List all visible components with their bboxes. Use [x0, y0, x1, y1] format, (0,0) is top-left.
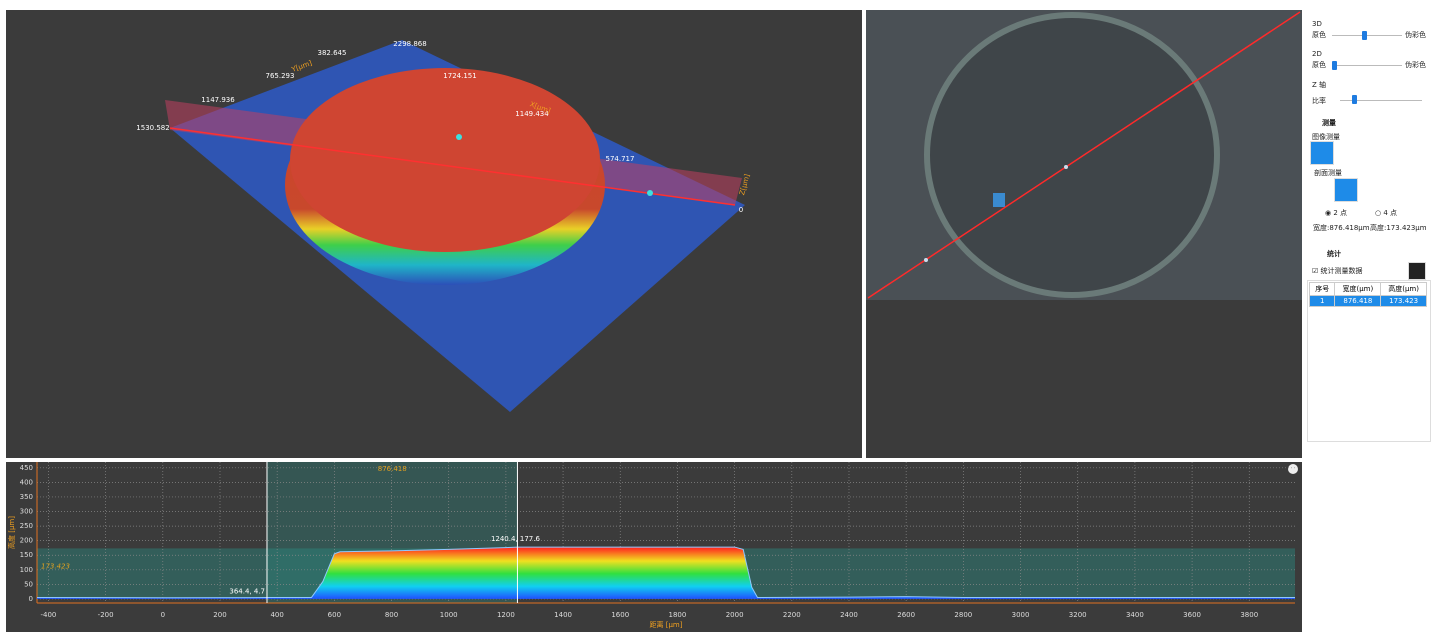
section-title: 统计 — [1327, 250, 1341, 258]
cell: 高度(µm) — [1380, 282, 1427, 296]
x-tick-label: 2800 — [954, 611, 972, 619]
table: 序号 宽度(µm) 高度(µm) 1 876.418 173.423 — [1308, 282, 1427, 307]
slider[interactable] — [1332, 35, 1402, 36]
slider[interactable] — [1340, 100, 1422, 101]
slider-knob[interactable] — [1352, 95, 1357, 104]
point — [647, 190, 653, 196]
measure-line — [867, 11, 1301, 299]
label: 伪彩色 — [1405, 61, 1426, 69]
table-box — [1307, 280, 1431, 442]
label: 统计测量数据 — [1320, 267, 1363, 275]
x-tick-label: 1400 — [554, 611, 572, 619]
x-tick-label: 3800 — [1240, 611, 1258, 619]
slider[interactable] — [1332, 65, 1402, 66]
axis-label: 1530.582 — [136, 124, 169, 132]
x-tick-label: 2000 — [726, 611, 744, 619]
point — [924, 258, 928, 262]
y-axis-title: 高度 [µm] — [7, 516, 16, 549]
table-header: 序号 宽度(µm) 高度(µm) — [1308, 282, 1427, 296]
label: 图像测量 — [1312, 133, 1340, 141]
x-tick-label: 1200 — [497, 611, 515, 619]
axis-label: 1149.434 — [515, 110, 549, 118]
checkbox[interactable]: ☑ 统计测量数据 — [1312, 267, 1363, 275]
x-tick-label: 800 — [385, 611, 398, 619]
sample — [924, 12, 1220, 298]
axis-label: 0 — [739, 206, 743, 214]
profile-area — [37, 547, 1295, 599]
radio[interactable]: ◉ 2 点 — [1325, 209, 1348, 217]
annotation: 1240.4, 177.6 — [491, 535, 541, 543]
y-tick-label: 100 — [20, 566, 33, 574]
x-tick-label: 3000 — [1012, 611, 1030, 619]
axis-label: 1147.936 — [201, 96, 235, 104]
tool-width[interactable] — [1334, 178, 1358, 202]
x-tick-label: 3200 — [1069, 611, 1087, 619]
x-tick-label: 3600 — [1183, 611, 1201, 619]
y-tick-label: 450 — [20, 464, 33, 472]
label: 2 点 — [1333, 209, 1348, 217]
x-tick-label: 2200 — [783, 611, 801, 619]
x-tick-label: 1000 — [440, 611, 458, 619]
x-tick-label: 1800 — [669, 611, 687, 619]
label: 原色 — [1312, 31, 1326, 39]
x-tick-label: 3400 — [1126, 611, 1144, 619]
point — [456, 134, 462, 140]
cell: 宽度(µm) — [1334, 282, 1382, 296]
y-tick-label: 150 — [20, 551, 33, 559]
x-tick-label: 2600 — [897, 611, 915, 619]
cell: 173.423 — [1380, 295, 1427, 307]
annotation: 364.4, 4.7 — [229, 588, 265, 596]
label: Z 轴 — [1312, 81, 1327, 89]
label: 伪彩色 — [1405, 31, 1426, 39]
y-tick-label: 400 — [20, 478, 33, 486]
x-tick-label: 2400 — [840, 611, 858, 619]
cell: 序号 — [1308, 282, 1336, 296]
y-tick-label: 300 — [20, 508, 33, 516]
y-tick-label: 50 — [24, 580, 33, 588]
cut-line — [169, 127, 736, 206]
annotation: 173.423 — [41, 562, 70, 570]
slider-knob[interactable] — [1332, 61, 1337, 70]
point — [1064, 165, 1068, 169]
collapse-button[interactable] — [1288, 464, 1298, 474]
x-axis-title: 距离 [µm] — [650, 620, 683, 629]
label: 宽度:876.418µm — [1313, 224, 1370, 232]
excel-button[interactable] — [1408, 262, 1426, 280]
x-tick-label: 0 — [161, 611, 165, 619]
label: 3D — [1312, 20, 1322, 28]
y-tick-label: 200 — [20, 537, 33, 545]
y-tick-label: 350 — [20, 493, 33, 501]
annotation: 876.418 — [378, 465, 407, 473]
y-tick-label: 250 — [20, 522, 33, 530]
label: 4 点 — [1383, 209, 1398, 217]
label: 高度:173.423µm — [1370, 224, 1427, 232]
y-tick-label: 0 — [29, 595, 33, 603]
spot — [993, 193, 1005, 207]
axis-label: 382.645 — [318, 49, 347, 57]
x-tick-label: 400 — [270, 611, 283, 619]
slider-knob[interactable] — [1362, 31, 1367, 40]
x-tick-label: 600 — [328, 611, 341, 619]
dome-top — [290, 68, 600, 252]
cell: 1 — [1308, 295, 1336, 307]
axis-label: 574.717 — [606, 155, 635, 163]
x-tick-label: -400 — [40, 611, 56, 619]
cell: 876.418 — [1334, 295, 1382, 307]
tool-select[interactable] — [1310, 141, 1334, 165]
table-row[interactable]: 1 876.418 173.423 — [1308, 295, 1427, 307]
radio[interactable]: ○ 4 点 — [1375, 209, 1398, 217]
x-tick-label: -200 — [98, 611, 114, 619]
axis-label: 2298.868 — [393, 40, 426, 48]
section-title: 测量 — [1322, 119, 1336, 127]
label: 比率 — [1312, 97, 1326, 105]
label: 2D — [1312, 50, 1322, 58]
views: 2298.868 382.645 765.293 1147.936 1530.5… — [6, 10, 1302, 632]
axis-label: 765.293 — [266, 72, 295, 80]
axis-label: 1724.151 — [443, 72, 476, 80]
x-tick-label: 200 — [213, 611, 226, 619]
label: 原色 — [1312, 61, 1326, 69]
x-tick-label: 1600 — [611, 611, 629, 619]
label: 剖面测量 — [1314, 169, 1342, 177]
